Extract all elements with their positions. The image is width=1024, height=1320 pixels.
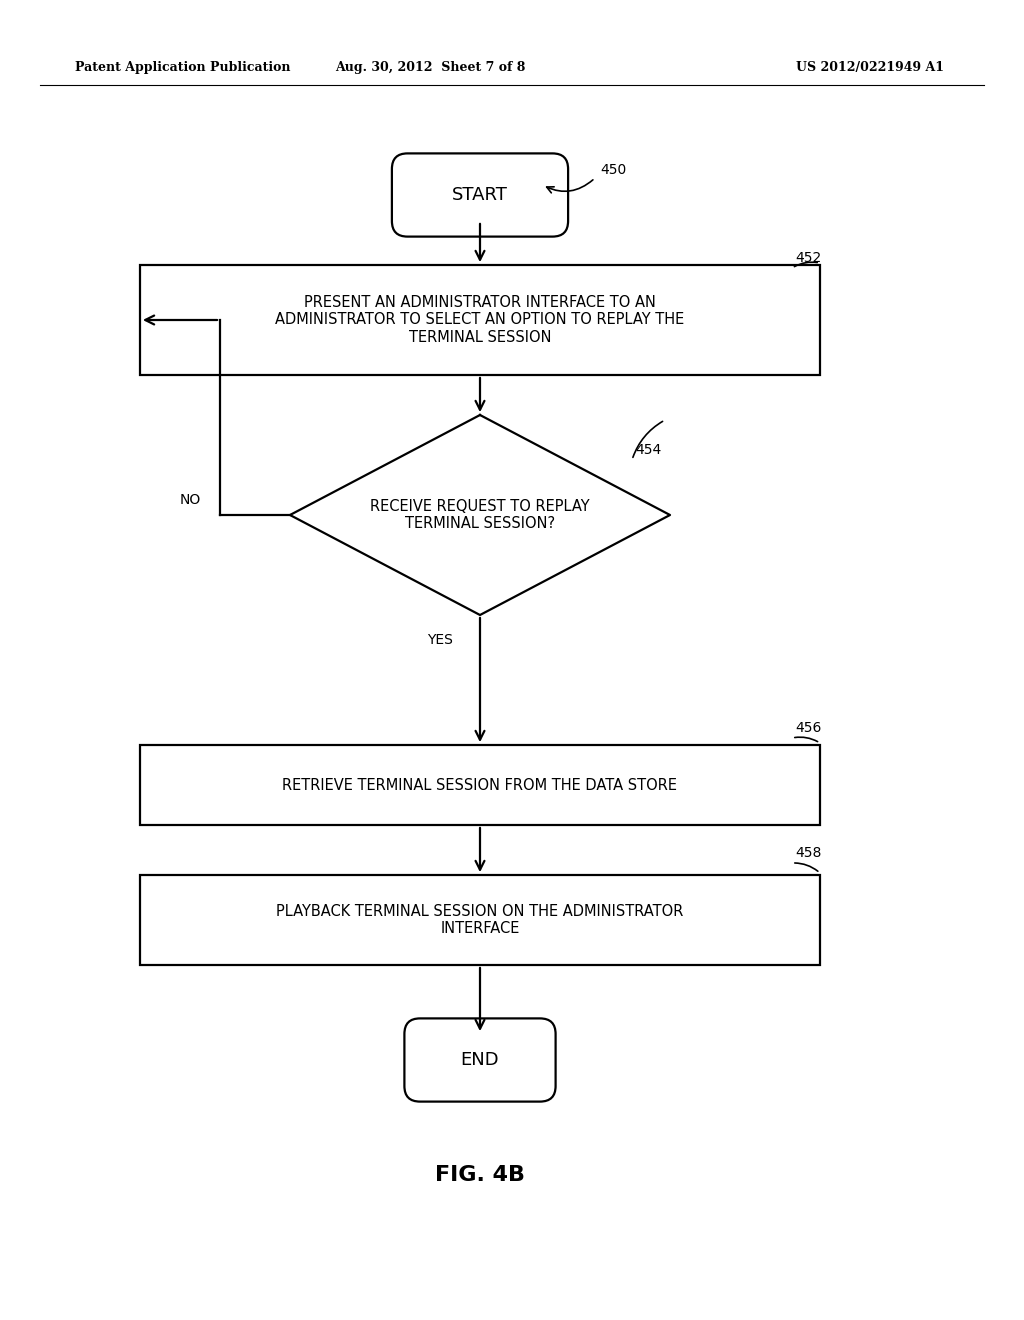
Text: RECEIVE REQUEST TO REPLAY
TERMINAL SESSION?: RECEIVE REQUEST TO REPLAY TERMINAL SESSI… (371, 499, 590, 531)
Text: 458: 458 (795, 846, 821, 861)
Text: 456: 456 (795, 721, 821, 735)
Bar (140, 744, 820, 825)
Text: YES: YES (427, 634, 453, 647)
Text: PRESENT AN ADMINISTRATOR INTERFACE TO AN
ADMINISTRATOR TO SELECT AN OPTION TO RE: PRESENT AN ADMINISTRATOR INTERFACE TO AN… (275, 296, 685, 345)
FancyBboxPatch shape (392, 153, 568, 236)
Text: US 2012/0221949 A1: US 2012/0221949 A1 (796, 62, 944, 74)
Text: PLAYBACK TERMINAL SESSION ON THE ADMINISTRATOR
INTERFACE: PLAYBACK TERMINAL SESSION ON THE ADMINIS… (276, 904, 684, 936)
Text: Aug. 30, 2012  Sheet 7 of 8: Aug. 30, 2012 Sheet 7 of 8 (335, 62, 525, 74)
Text: END: END (461, 1051, 500, 1069)
Text: Patent Application Publication: Patent Application Publication (75, 62, 291, 74)
FancyArrowPatch shape (547, 180, 593, 193)
FancyArrowPatch shape (795, 737, 817, 742)
Bar (140, 265, 820, 375)
FancyBboxPatch shape (404, 1019, 556, 1102)
Text: FIG. 4B: FIG. 4B (435, 1166, 525, 1185)
Text: 452: 452 (795, 251, 821, 265)
Text: START: START (452, 186, 508, 205)
Text: 450: 450 (600, 162, 627, 177)
FancyArrowPatch shape (795, 863, 818, 871)
Text: 454: 454 (635, 444, 662, 457)
FancyArrowPatch shape (795, 263, 817, 267)
Text: NO: NO (179, 492, 201, 507)
FancyArrowPatch shape (633, 421, 663, 457)
Text: RETRIEVE TERMINAL SESSION FROM THE DATA STORE: RETRIEVE TERMINAL SESSION FROM THE DATA … (283, 777, 678, 792)
Bar (140, 875, 820, 965)
